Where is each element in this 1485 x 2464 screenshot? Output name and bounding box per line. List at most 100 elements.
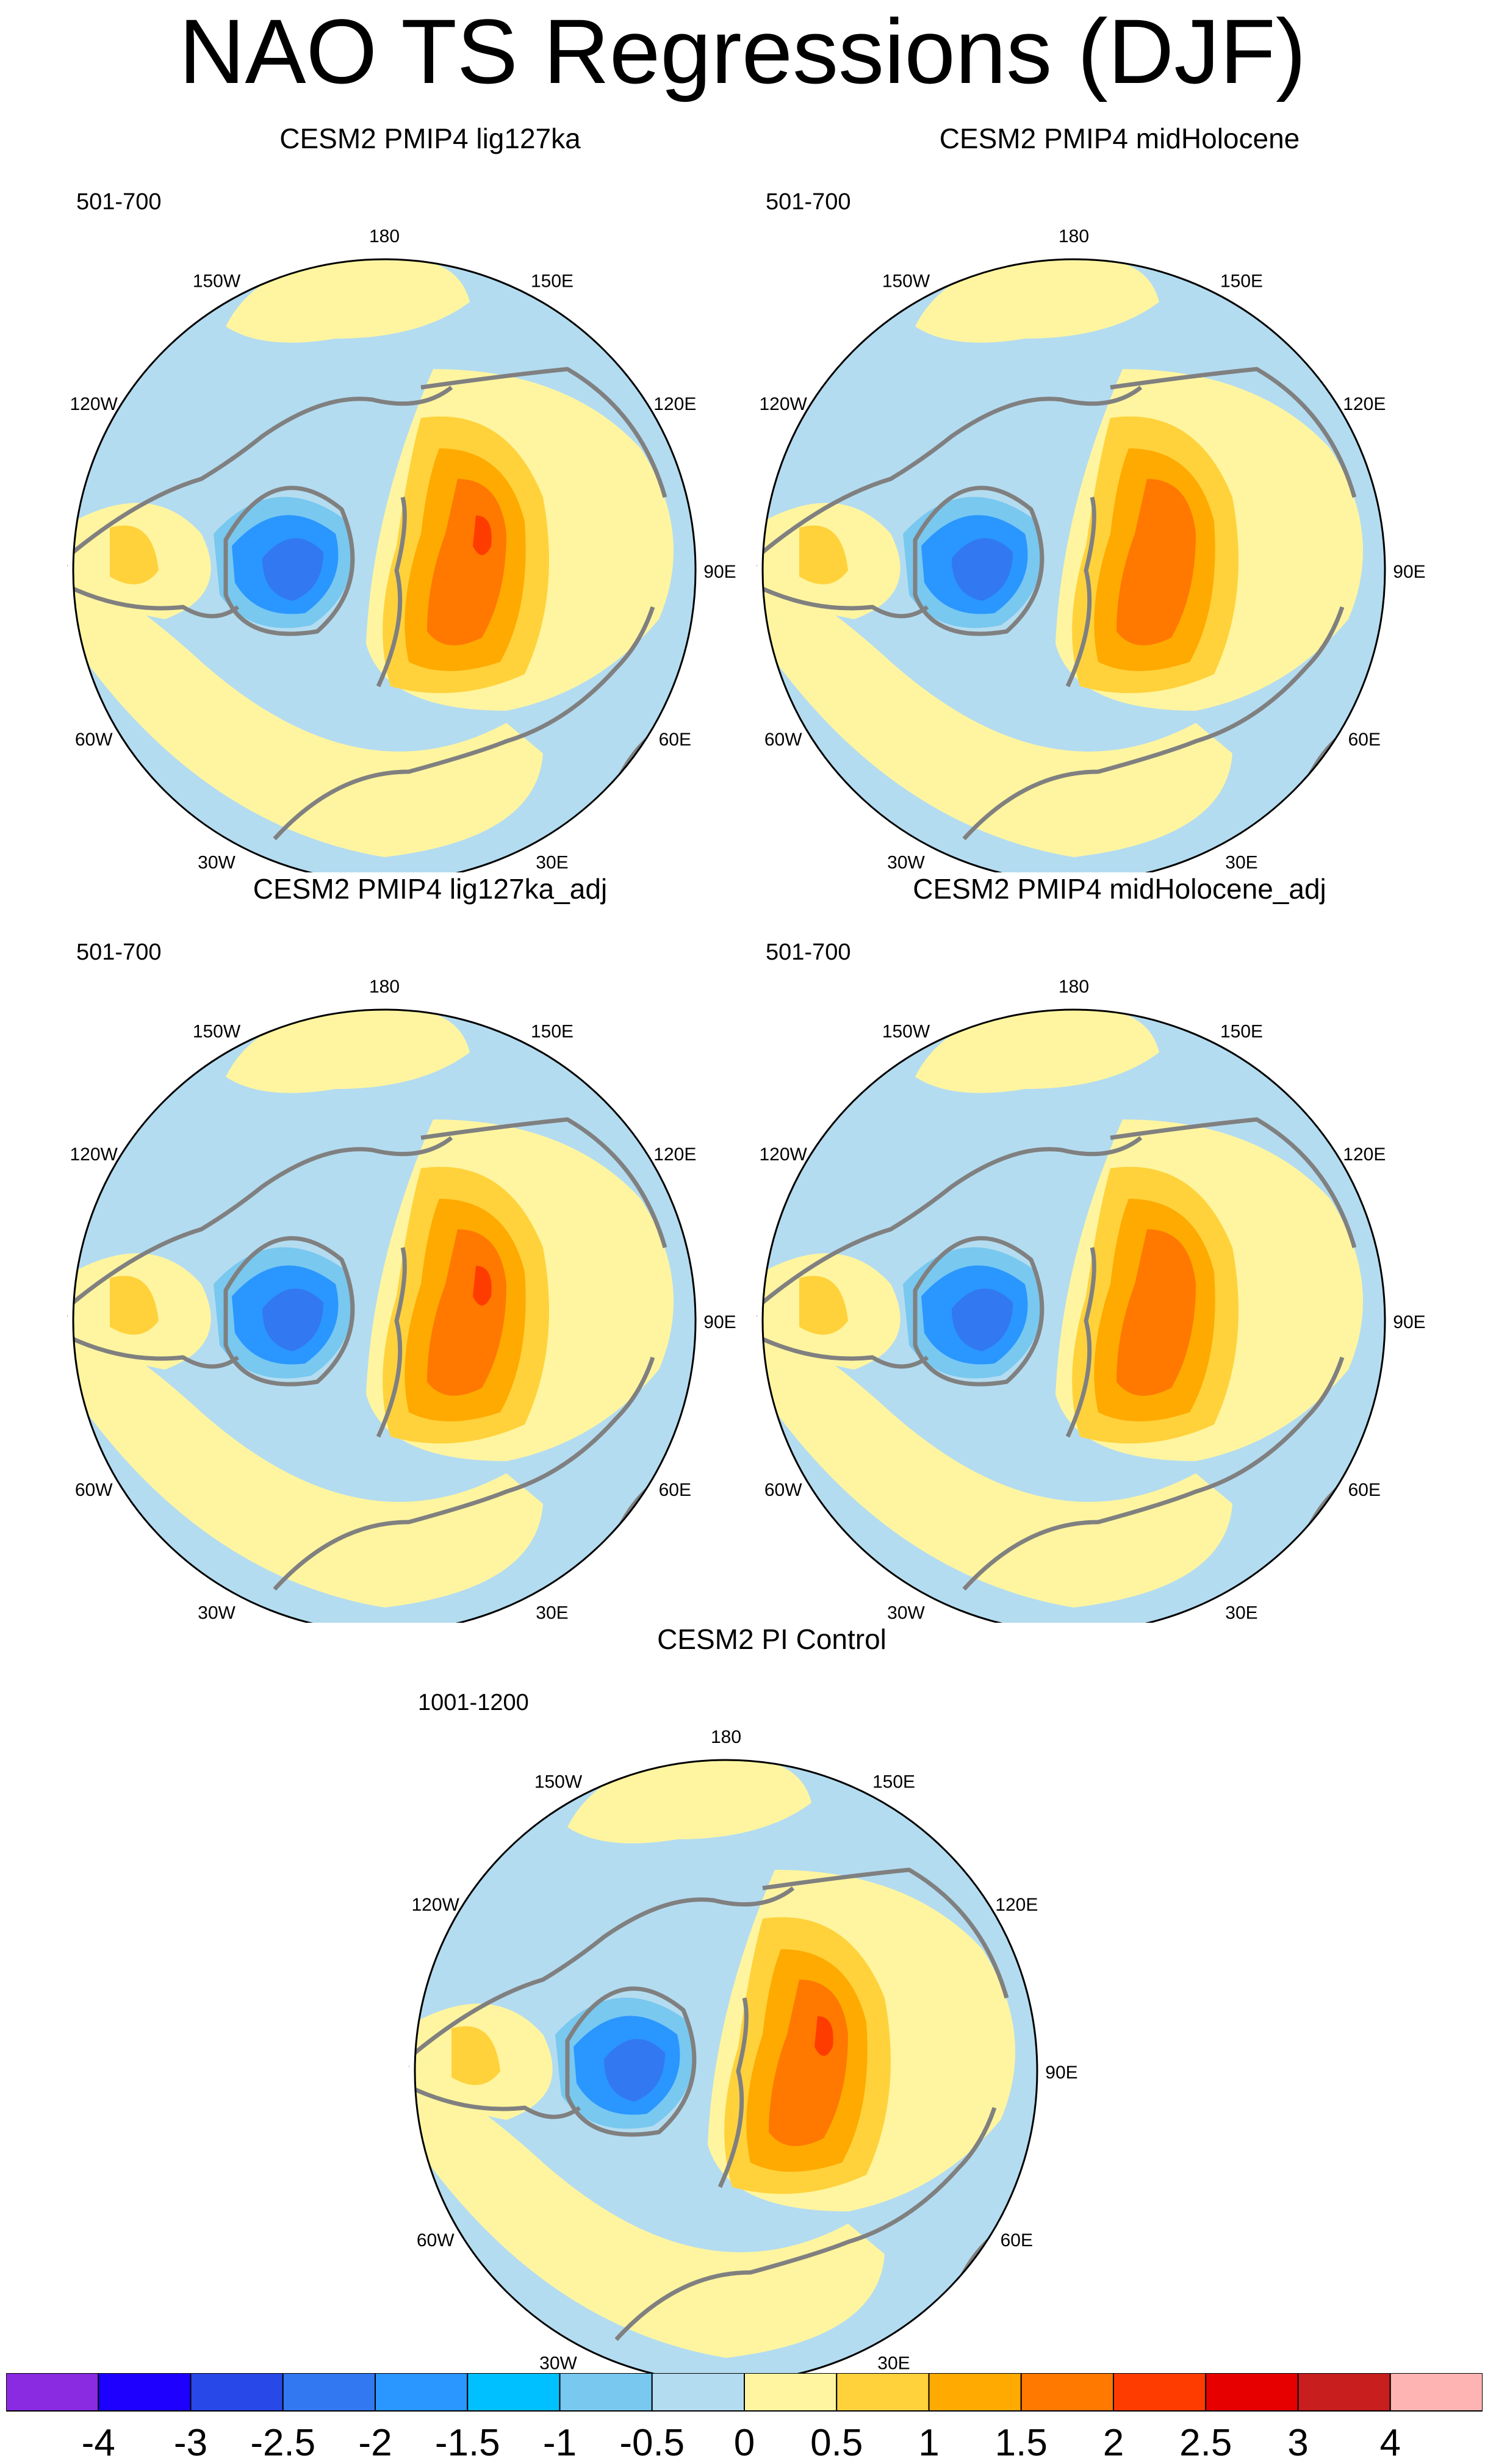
longitude-label: 150E — [1220, 1022, 1263, 1042]
colorbar-swatch — [836, 2373, 930, 2412]
longitude-label: 120W — [759, 394, 807, 414]
panel-year-range: 501-700 — [766, 189, 851, 215]
longitude-label: 30W — [887, 852, 925, 872]
anomaly-orange-america — [110, 1276, 159, 1335]
coastline-north — [763, 386, 1143, 554]
panel-pi-control: CESM2 PI Control 1001-1200 180 150E 120E 90E 6… — [409, 1623, 1135, 2373]
polar-map: 180150E120E90E60E30E030W60W90W120W150W — [67, 977, 736, 1623]
coastline-siberia — [762, 1867, 1009, 1999]
longitude-label: 30E — [536, 1603, 568, 1623]
coastline-mediterranean — [614, 2107, 997, 2341]
longitude-label: 150W — [882, 271, 930, 292]
colorbar-label: -4 — [82, 2422, 115, 2462]
panel-lig127ka: CESM2 PMIP4 lig127ka 501-700 180 150E 120E 90… — [67, 122, 793, 872]
longitude-label: 30W — [198, 852, 236, 872]
longitude-label: 180 — [711, 1727, 741, 1747]
polar-map: 180150E120E90E60E30E030W60W90W120W150W — [67, 226, 736, 872]
longitude-label: 30E — [536, 852, 568, 872]
coastline-north — [763, 1136, 1143, 1304]
map-border — [761, 1008, 1386, 1623]
coastline-greenland — [913, 486, 1045, 636]
longitude-label: 180 — [1059, 977, 1089, 997]
colorbar-swatch — [744, 2373, 838, 2412]
coastline-siberia — [420, 367, 667, 498]
panel-title: CESM2 PMIP4 midHolocene — [939, 123, 1300, 154]
anomaly-red-core — [473, 1266, 492, 1306]
colorbar-label: 3 — [1287, 2422, 1308, 2462]
coastline-scandinavia — [1065, 1247, 1096, 1438]
anomaly-yellow-pacific — [567, 1760, 811, 1844]
longitude-label: 60W — [75, 730, 113, 750]
anomaly-orange-level3 — [1116, 479, 1196, 645]
coastline-siberia — [420, 1117, 667, 1248]
colorbar-swatch — [1389, 2373, 1483, 2412]
panel-midholocene-adj: CESM2 PMIP4 midHolocene_adj 501-700 180 150… — [757, 872, 1483, 1623]
longitude-label: 60E — [1001, 2230, 1033, 2250]
polar-map: 180150E120E90E60E30E030W60W90W120W150W — [757, 977, 1426, 1623]
panel-lig127ka-adj: CESM2 PMIP4 lig127ka_adj 501-700 180 150E 12… — [67, 872, 793, 1623]
longitude-label: 30W — [198, 1603, 236, 1623]
colorbar-swatch — [1113, 2373, 1207, 2412]
anomaly-blue-level3 — [952, 1288, 1013, 1351]
longitude-label: 150W — [193, 271, 241, 292]
map-border — [72, 258, 697, 872]
coastline-siberia — [1110, 367, 1357, 498]
colorbar-label: -2 — [358, 2422, 392, 2462]
coastline-greenland — [565, 1986, 697, 2137]
anomaly-blue-level3 — [262, 538, 323, 601]
longitude-label: 90W — [757, 1312, 758, 1332]
panel-year-range: 1001-1200 — [418, 1690, 529, 1715]
panel-year-range: 501-700 — [766, 939, 851, 965]
anomaly-orange-america — [451, 2026, 500, 2085]
coastline-mediterranean — [273, 1356, 655, 1591]
coastline-scandinavia — [1065, 497, 1096, 688]
longitude-label: 120W — [70, 394, 118, 414]
longitude-label: 120E — [1343, 394, 1386, 414]
anomaly-orange-america — [799, 525, 848, 584]
longitude-label: 120E — [995, 1895, 1038, 1915]
longitude-label: 150E — [531, 271, 574, 292]
colorbar-swatch — [1020, 2373, 1114, 2412]
anomaly-yellow-pacific — [226, 259, 470, 343]
coastline-scandinavia — [717, 1997, 749, 2188]
longitude-label: 120E — [1343, 1144, 1386, 1165]
panel-title: CESM2 PMIP4 midHolocene_adj — [913, 873, 1326, 905]
colorbar-label: -0.5 — [619, 2422, 685, 2462]
colorbar-swatch — [467, 2373, 561, 2412]
anomaly-blue-level3 — [262, 1288, 323, 1351]
colorbar-label: 0 — [734, 2422, 755, 2462]
anomaly-yellow-south — [73, 1321, 543, 1607]
anomaly-yellow-south — [763, 1321, 1232, 1607]
anomaly-yellow-pacific — [915, 259, 1159, 343]
map-border — [761, 258, 1386, 872]
longitude-label: 90E — [1393, 562, 1425, 582]
colorbar-label: 2 — [1103, 2422, 1124, 2462]
coastline-north — [73, 386, 453, 554]
polar-map: 180150E120E90E60E30E030W60W90W120W150W — [757, 226, 1426, 872]
longitude-label: 60W — [764, 730, 802, 750]
colorbar-label: -1 — [543, 2422, 577, 2462]
colorbar-swatch — [1205, 2373, 1299, 2412]
anomaly-yellow-pacific — [226, 1010, 470, 1093]
longitude-label: 120W — [759, 1144, 807, 1165]
colorbar-swatch — [651, 2373, 745, 2412]
longitude-label: 180 — [369, 977, 400, 997]
colorbar: -4 -3 -2.5 -2 -1.5 -1 -0.5 0 0.5 1 1.5 2 2.5 3 4 — [6, 2373, 1483, 2462]
longitude-label: 120E — [653, 1144, 696, 1165]
longitude-label: 30W — [539, 2353, 577, 2373]
panel-title: CESM2 PMIP4 lig127ka — [279, 123, 581, 154]
coastline-america — [415, 2087, 581, 2119]
panel-title: CESM2 PMIP4 lig127ka_adj — [253, 873, 608, 905]
longitude-label: 60W — [764, 1480, 802, 1500]
panel-midholocene: CESM2 PMIP4 midHolocene 501-700 180 150E 120… — [757, 122, 1483, 872]
colorbar-swatch — [6, 2373, 99, 2412]
colorbar-swatch — [282, 2373, 376, 2412]
coastline-greenland — [223, 486, 355, 636]
panel-year-range: 501-700 — [76, 189, 162, 215]
colorbar-label: 1 — [918, 2422, 939, 2462]
coastline-america — [73, 1337, 240, 1369]
longitude-label: 90W — [67, 1312, 68, 1332]
longitude-label: 90E — [1393, 1312, 1425, 1332]
longitude-label: 60E — [1348, 1480, 1381, 1500]
longitude-label: 120W — [70, 1144, 118, 1165]
